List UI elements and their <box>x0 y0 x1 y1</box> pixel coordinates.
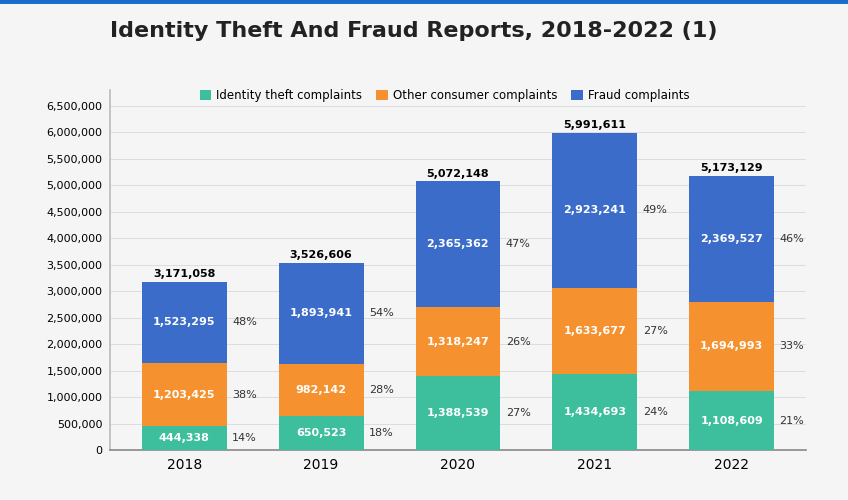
Text: 444,338: 444,338 <box>159 433 209 443</box>
Text: 26%: 26% <box>505 336 531 346</box>
Legend: Identity theft complaints, Other consumer complaints, Fraud complaints: Identity theft complaints, Other consume… <box>199 88 689 102</box>
Text: 1,523,295: 1,523,295 <box>153 318 215 328</box>
Text: 650,523: 650,523 <box>296 428 346 438</box>
Bar <box>142 282 226 363</box>
Text: 27%: 27% <box>643 326 667 336</box>
Text: 3,526,606: 3,526,606 <box>290 250 353 260</box>
Text: 5,072,148: 5,072,148 <box>427 168 489 178</box>
Bar <box>689 176 774 302</box>
Text: 14%: 14% <box>232 433 257 443</box>
Text: Identity Theft And Fraud Reports, 2018-2022 (1): Identity Theft And Fraud Reports, 2018-2… <box>110 21 717 41</box>
Text: 1,108,609: 1,108,609 <box>700 416 763 426</box>
Text: 1,203,425: 1,203,425 <box>153 390 215 400</box>
Text: 33%: 33% <box>779 342 804 351</box>
Bar <box>279 264 364 364</box>
Text: 1,318,247: 1,318,247 <box>427 336 489 346</box>
Bar <box>416 376 500 450</box>
Bar <box>552 374 637 450</box>
Text: 48%: 48% <box>232 318 257 328</box>
Text: 1,893,941: 1,893,941 <box>289 308 353 318</box>
Bar <box>142 426 226 450</box>
Text: 5,173,129: 5,173,129 <box>700 163 763 173</box>
Text: 49%: 49% <box>643 205 667 215</box>
Bar <box>416 306 500 376</box>
Bar <box>689 392 774 450</box>
Text: 2,369,527: 2,369,527 <box>700 234 763 244</box>
Text: 46%: 46% <box>779 234 804 244</box>
Text: 1,434,693: 1,434,693 <box>563 407 627 417</box>
Bar <box>552 288 637 374</box>
Bar <box>552 133 637 288</box>
Bar <box>142 363 226 426</box>
Text: 1,633,677: 1,633,677 <box>563 326 626 336</box>
Text: 27%: 27% <box>505 408 531 418</box>
Text: 18%: 18% <box>369 428 393 438</box>
Bar <box>279 364 364 416</box>
Text: 47%: 47% <box>505 239 531 249</box>
Text: 1,388,539: 1,388,539 <box>427 408 489 418</box>
Text: 3,171,058: 3,171,058 <box>153 269 215 279</box>
Text: 38%: 38% <box>232 390 257 400</box>
Text: 2,365,362: 2,365,362 <box>427 239 489 249</box>
Text: 24%: 24% <box>643 407 667 417</box>
Text: 982,142: 982,142 <box>296 384 347 394</box>
Text: 5,991,611: 5,991,611 <box>563 120 627 130</box>
Bar <box>416 182 500 306</box>
Text: 1,694,993: 1,694,993 <box>700 342 763 351</box>
Bar <box>689 302 774 392</box>
Text: 21%: 21% <box>779 416 804 426</box>
Text: 28%: 28% <box>369 384 393 394</box>
Text: 54%: 54% <box>369 308 393 318</box>
Text: 2,923,241: 2,923,241 <box>563 205 626 215</box>
Bar <box>279 416 364 450</box>
